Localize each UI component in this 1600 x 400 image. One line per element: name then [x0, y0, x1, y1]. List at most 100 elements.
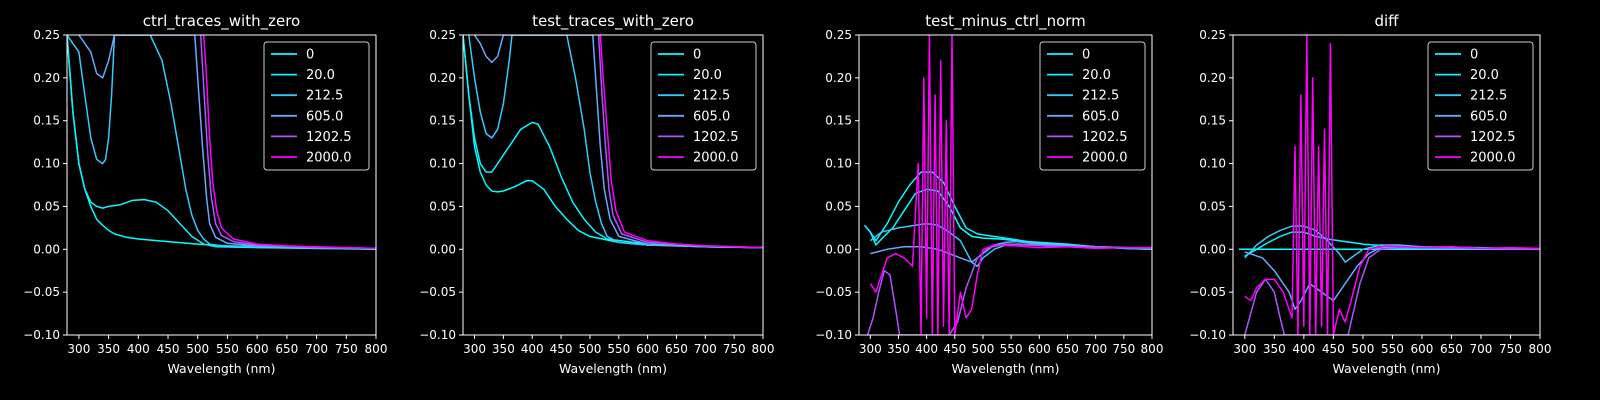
y-tick-label: −0.10	[815, 328, 852, 342]
x-tick-label: 500	[1351, 342, 1374, 356]
x-tick-label: 300	[463, 342, 486, 356]
legend-label-605.0: 605.0	[1082, 109, 1119, 124]
legend: 0 20.0 212.5 605.0 1202.5 2000.0	[1427, 41, 1534, 171]
chart-title: test_traces_with_zero	[532, 12, 694, 31]
y-tick-label: 0.15	[825, 114, 852, 128]
y-tick-label: 0.20	[429, 71, 456, 85]
legend-label-1202.5: 1202.5	[1082, 130, 1128, 145]
y-tick-label: 0.05	[429, 199, 456, 213]
x-tick-label: 700	[1084, 342, 1107, 356]
x-axis-label: Wavelength (nm)	[168, 361, 276, 376]
x-tick-label: 400	[915, 342, 938, 356]
plot-area	[463, 35, 763, 249]
y-tick-label: 0.15	[429, 114, 456, 128]
x-tick-label: 800	[1529, 342, 1552, 356]
y-tick-label: 0.15	[1199, 114, 1226, 128]
x-tick-label: 450	[1322, 342, 1345, 356]
y-tick-label: 0.10	[825, 157, 852, 171]
legend-label-212.5: 212.5	[1082, 89, 1119, 104]
x-tick-label: 350	[97, 342, 120, 356]
chart-title: test_minus_ctrl_norm	[925, 12, 1086, 31]
legend-label-20.0: 20.0	[1082, 68, 1111, 83]
chart-panel-4: 300 350 400 450 500 550 600 650 700 750 800 −0.10 −0…	[1189, 12, 1551, 376]
x-tick-label: 600	[1028, 342, 1051, 356]
series-line-20.0	[463, 35, 763, 249]
y-tick-label: 0.25	[825, 28, 852, 42]
legend: 0 20.0 212.5 605.0 1202.5 2000.0	[1039, 41, 1146, 171]
series-line-0	[463, 35, 763, 249]
y-tick-label: 0.25	[1199, 28, 1226, 42]
x-tick-label: 700	[694, 342, 717, 356]
chart-title: diff	[1374, 12, 1399, 30]
y-tick-label: 0.15	[33, 114, 60, 128]
series-line-20.0	[864, 171, 1152, 251]
y-tick-label: 0.20	[825, 71, 852, 85]
x-tick-label: 400	[1292, 342, 1315, 356]
axes-frame	[462, 34, 764, 336]
y-tick-label: −0.05	[23, 285, 60, 299]
series-line-20.0	[67, 35, 376, 251]
y-tick-label: 0.00	[825, 242, 852, 256]
chart-panel-3: 300 350 400 450 500 550 600 650 700 750 800 −0.10 −0…	[815, 12, 1163, 376]
x-tick-label: 550	[216, 342, 239, 356]
legend-label-2000.0: 2000.0	[1082, 151, 1128, 166]
x-axis-label: Wavelength (nm)	[559, 361, 667, 376]
series-line-2000.0	[1244, 35, 1540, 335]
x-tick-label: 650	[665, 342, 688, 356]
x-tick-label: 500	[578, 342, 601, 356]
chart-panel-1: 300 350 400 450 500 550 600 650 700 750 800 −0.10 −0…	[23, 12, 387, 376]
y-tick-label: 0.25	[429, 28, 456, 42]
legend-label-2000.0: 2000.0	[693, 151, 739, 166]
x-tick-label: 300	[67, 342, 90, 356]
y-tick-label: 0.00	[1199, 242, 1226, 256]
y-tick-label: −0.10	[23, 328, 60, 342]
y-tick-label: 0.00	[33, 242, 60, 256]
x-tick-label: 800	[752, 342, 775, 356]
legend-label-20.0: 20.0	[306, 68, 335, 83]
y-tick-label: −0.05	[815, 285, 852, 299]
series-line-1202.5	[1244, 246, 1540, 335]
series-line-212.5	[468, 35, 763, 249]
legend-label-1202.5: 1202.5	[693, 130, 739, 145]
x-tick-label: 600	[1410, 342, 1433, 356]
y-tick-label: −0.10	[419, 328, 456, 342]
legend-label-20.0: 20.0	[693, 68, 722, 83]
series-line-1202.5	[866, 243, 1152, 335]
legend-label-212.5: 212.5	[693, 89, 730, 104]
y-tick-label: 0.05	[33, 199, 60, 213]
x-tick-label: 700	[305, 342, 328, 356]
x-tick-label: 550	[1000, 342, 1023, 356]
x-tick-label: 600	[246, 342, 269, 356]
x-tick-label: 600	[636, 342, 659, 356]
x-tick-label: 400	[127, 342, 150, 356]
x-tick-label: 700	[1470, 342, 1493, 356]
legend-label-605.0: 605.0	[1470, 109, 1507, 124]
y-tick-label: −0.05	[419, 285, 456, 299]
series-line-2000.0	[869, 35, 1152, 335]
series-line-605.0	[78, 35, 376, 250]
series-line-605.0	[473, 35, 763, 249]
legend-label-0: 0	[1082, 48, 1090, 63]
axes-frame	[66, 34, 377, 336]
x-tick-label: 350	[887, 342, 910, 356]
x-tick-label: 450	[157, 342, 180, 356]
plot-area	[864, 35, 1152, 335]
y-tick-label: −0.10	[1189, 328, 1226, 342]
y-tick-label: 0.10	[33, 157, 60, 171]
x-tick-label: 550	[1381, 342, 1404, 356]
y-tick-label: 0.10	[1199, 157, 1226, 171]
legend-label-2000.0: 2000.0	[1470, 151, 1516, 166]
x-tick-label: 500	[186, 342, 209, 356]
x-tick-label: 350	[1263, 342, 1286, 356]
legend-label-0: 0	[306, 48, 314, 63]
x-tick-label: 800	[1141, 342, 1164, 356]
plot-area	[67, 35, 376, 251]
x-tick-label: 400	[521, 342, 544, 356]
axes-frame	[858, 34, 1153, 336]
x-tick-label: 550	[607, 342, 630, 356]
x-tick-label: 300	[859, 342, 882, 356]
y-tick-label: 0.25	[33, 28, 60, 42]
legend-label-605.0: 605.0	[306, 109, 343, 124]
legend-label-1202.5: 1202.5	[306, 130, 352, 145]
